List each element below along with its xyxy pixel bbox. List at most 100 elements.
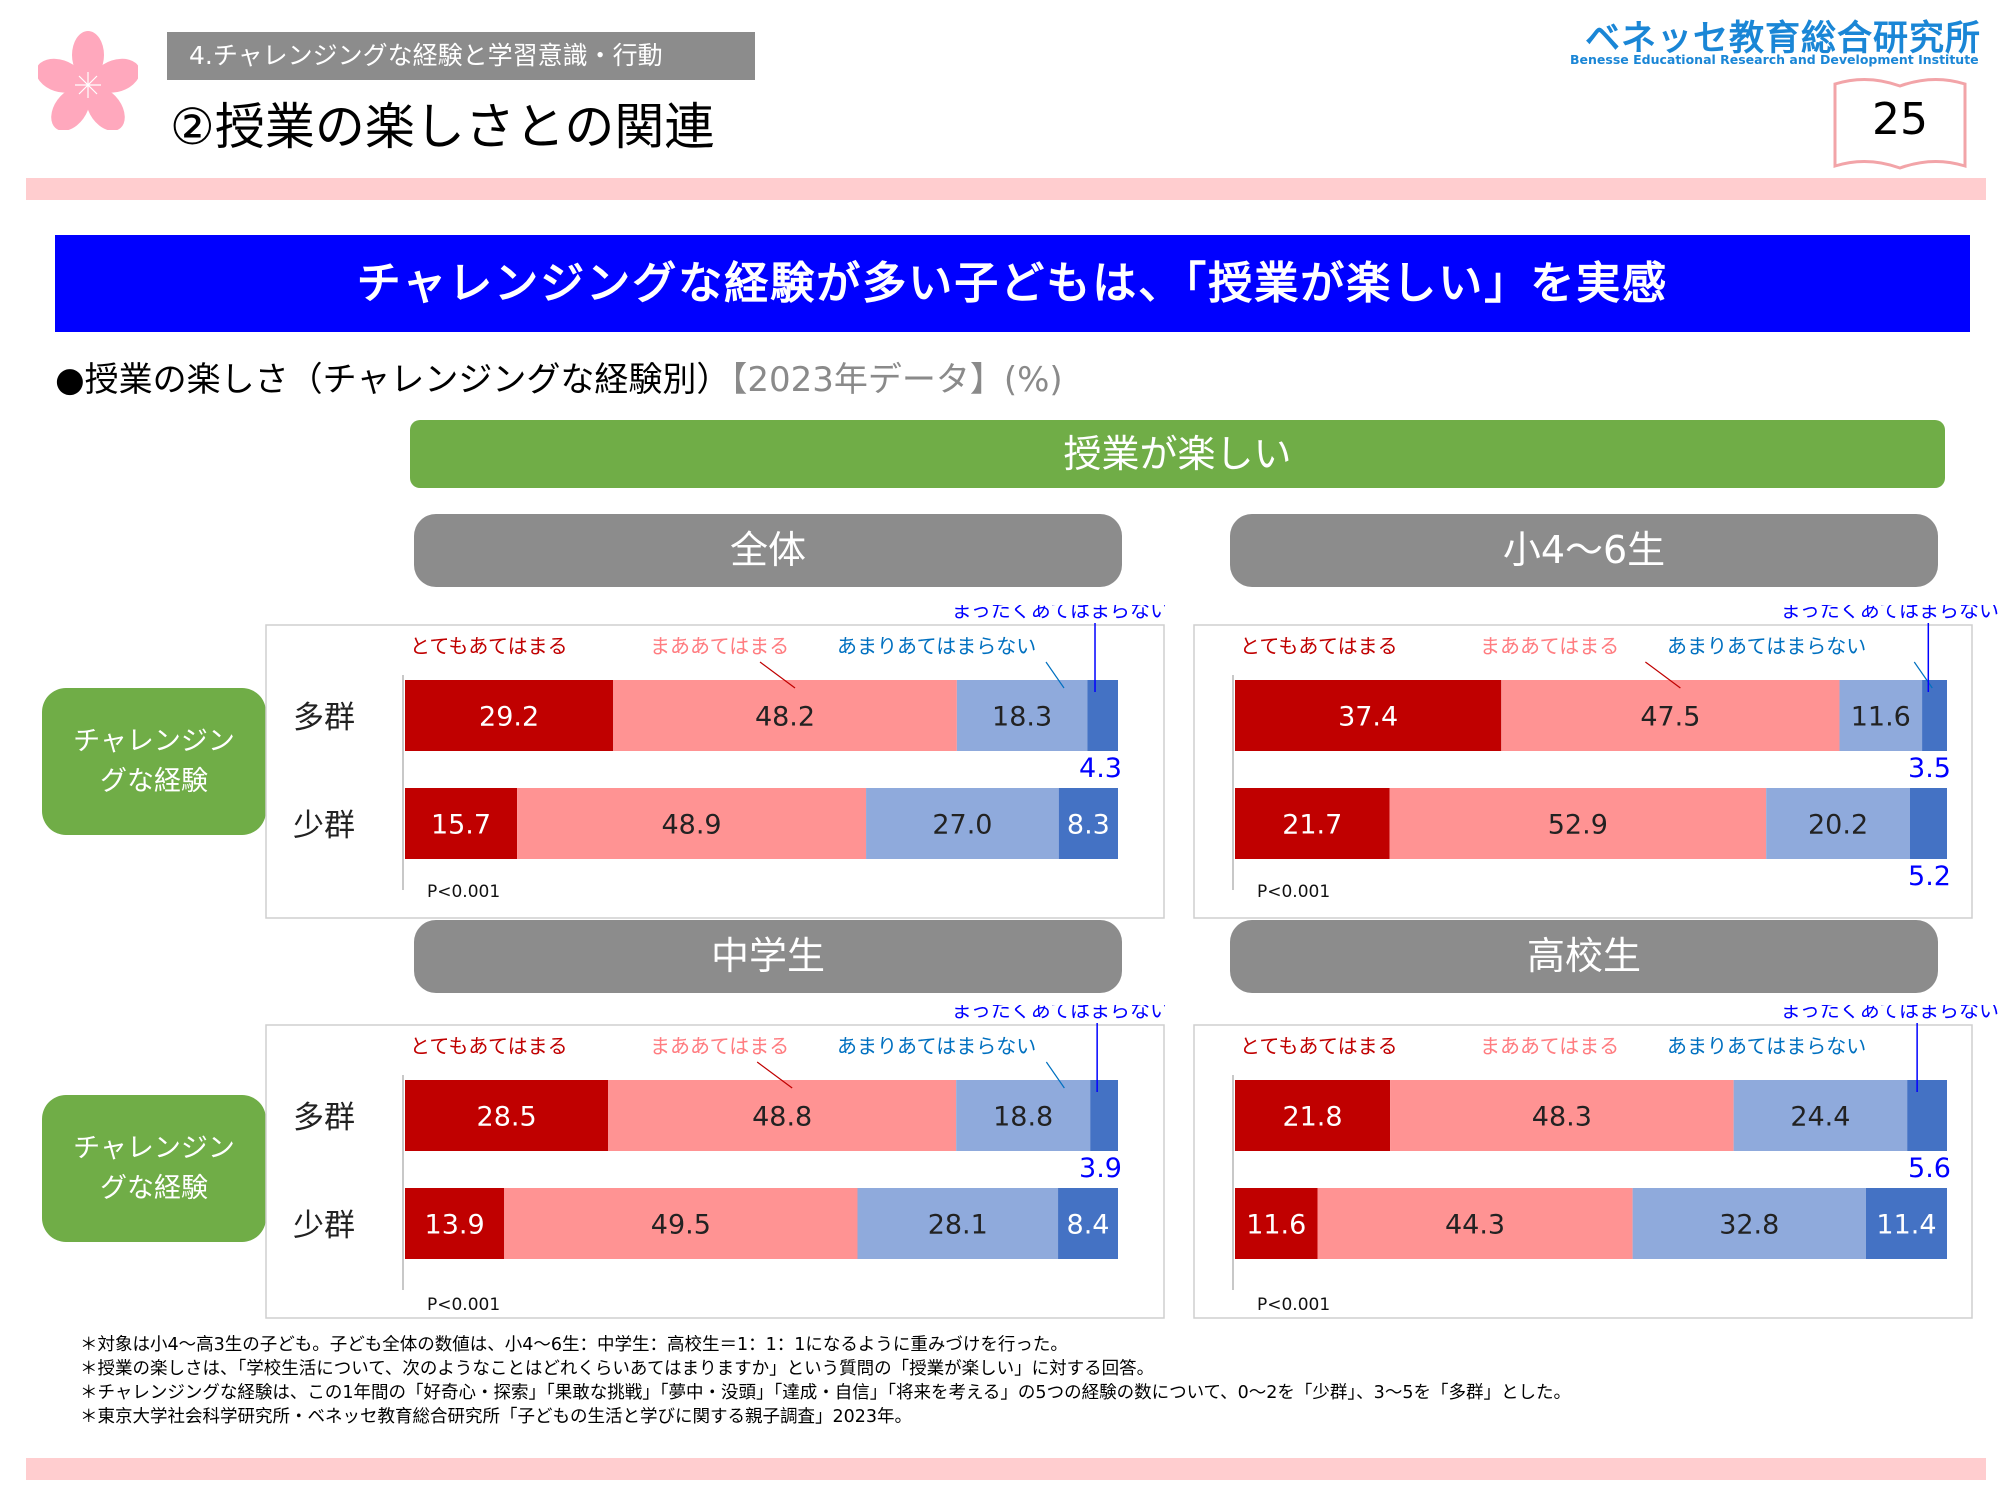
p-value: P<0.001: [1257, 882, 1330, 902]
chart-frame: [1193, 1024, 1973, 1319]
chart-frame: [265, 624, 1165, 919]
footnote: ＊チャレンジングな経験は、この1年間の「好奇心・探索」「果敢な挑戦」「夢中・没頭…: [80, 1383, 1571, 1403]
value-label: 37.4: [1338, 702, 1398, 733]
value-label: 5.2: [1908, 861, 1951, 892]
value-label: 3.5: [1908, 753, 1951, 784]
legend-label: あまりあてはまらない: [837, 1034, 1036, 1058]
value-label: 27.0: [932, 810, 992, 841]
value-label: 18.8: [993, 1102, 1053, 1133]
value-label: 11.4: [1876, 1210, 1936, 1241]
segment-not-at-all: [1058, 1188, 1118, 1259]
value-label: 18.3: [992, 702, 1052, 733]
panel-heading-elementary: 小4〜6生: [1230, 514, 1938, 587]
footnote: ＊東京大学社会科学研究所・ベネッセ教育総合研究所「子どもの生活と学びに関する親子…: [80, 1407, 913, 1427]
row-group-label: チャレンジングな経験: [42, 688, 266, 835]
legend-label: あまりあてはまらない: [1667, 1034, 1866, 1058]
value-label: 48.9: [661, 810, 721, 841]
leader-line: [756, 1061, 793, 1089]
p-value: P<0.001: [427, 882, 500, 902]
page-number: 25: [1872, 94, 1928, 145]
open-book-icon: [1833, 77, 1967, 170]
value-label: 48.3: [1532, 1102, 1592, 1133]
segment-very: [1235, 788, 1390, 859]
chart-frame: [1193, 624, 1973, 919]
logo-japanese: ベネッセ教育総合研究所: [1585, 19, 1982, 59]
value-label: 11.6: [1851, 702, 1911, 733]
segment-somewhat: [504, 1188, 858, 1259]
segment-not-at-all: [1090, 1080, 1118, 1151]
segment-somewhat: [1390, 1080, 1734, 1151]
value-label: 21.7: [1282, 810, 1342, 841]
segment-very: [405, 788, 518, 859]
segment-somewhat: [517, 788, 867, 859]
panel-heading-high-school: 高校生: [1230, 920, 1938, 993]
row-label: 多群: [293, 1100, 355, 1136]
legend-label: まああてはまる: [1480, 634, 1619, 658]
p-value: P<0.001: [427, 1295, 500, 1315]
chart-elementary: とてもあてはまる まああてはまる あまりあてはまらない まったくあてはまらない 37.4…: [1193, 605, 1999, 919]
segment-very: [405, 1080, 609, 1151]
legend-label: とてもあてはまる: [410, 1034, 568, 1058]
segment-not-at-all: [1907, 1080, 1947, 1151]
value-label: 48.2: [755, 702, 815, 733]
legend-label: まったくあてはまらない: [952, 605, 1165, 622]
legend-label: あまりあてはまらない: [1667, 634, 1866, 658]
leader-line: [1913, 661, 1933, 689]
chart-subtitle: ●授業の楽しさ（チャレンジングな経験別）【2023年データ】(%): [55, 355, 1063, 405]
value-label: 8.3: [1067, 810, 1110, 841]
legend-label: とてもあてはまる: [410, 634, 568, 658]
segment-somewhat: [1501, 680, 1840, 751]
panel-heading-junior-high: 中学生: [414, 920, 1122, 993]
sakura-flower-icon: [38, 31, 138, 130]
logo-english: Benesse Educational Research and Develop…: [1570, 52, 1979, 67]
segment-somewhat: [608, 1080, 957, 1151]
value-label: 47.5: [1640, 702, 1700, 733]
value-label: 21.8: [1282, 1102, 1342, 1133]
legend-label: まったくあてはまらない: [952, 1005, 1165, 1022]
segment-not-much: [1733, 1080, 1908, 1151]
legend-label: とてもあてはまる: [1240, 634, 1398, 658]
value-label: 11.6: [1246, 1210, 1306, 1241]
footnotes: ＊対象は小4〜高3生の子ども。子ども全体の数値は、小4〜6生：中学生：高校生＝1…: [80, 1333, 1571, 1429]
segment-somewhat: [1389, 788, 1767, 859]
legend-label: あまりあてはまらない: [837, 634, 1036, 658]
legend-label: とてもあてはまる: [1240, 1034, 1398, 1058]
legend-label: まああてはまる: [650, 1034, 789, 1058]
chart-high-school: とてもあてはまる まああてはまる あまりあてはまらない まったくあてはまらない 21.8…: [1193, 1005, 1999, 1319]
legend-label: まったくあてはまらない: [1781, 1005, 1999, 1022]
segment-not-much: [956, 680, 1088, 751]
segment-very: [405, 1188, 505, 1259]
value-label: 13.9: [425, 1210, 485, 1241]
metric-header: 授業が楽しい: [410, 420, 1945, 488]
value-label: 28.1: [928, 1210, 988, 1241]
segment-very: [1235, 680, 1502, 751]
value-label: 20.2: [1808, 810, 1868, 841]
subtitle-main: ●授業の楽しさ（チャレンジングな経験別）: [55, 360, 731, 400]
footnote: ＊対象は小4〜高3生の子ども。子ども全体の数値は、小4〜6生：中学生：高校生＝1…: [80, 1335, 1068, 1355]
segment-somewhat: [1317, 1188, 1633, 1259]
panel-heading-all: 全体: [414, 514, 1122, 587]
headline-banner: チャレンジングな経験が多い子どもは、「授業が楽しい」を実感: [55, 235, 1970, 332]
subtitle-note: 【2023年データ】(%): [730, 360, 1063, 400]
segment-not-at-all: [1865, 1188, 1947, 1259]
row-label: 多群: [293, 700, 355, 736]
value-label: 49.5: [651, 1210, 711, 1241]
segment-not-much: [1632, 1188, 1866, 1259]
p-value: P<0.001: [1257, 1295, 1330, 1315]
row-label: 少群: [293, 1208, 355, 1244]
segment-not-much: [1839, 680, 1923, 751]
legend-label: まったくあてはまらない: [1781, 605, 1999, 622]
value-label: 29.2: [479, 702, 539, 733]
section-label: 4.チャレンジングな経験と学習意識・行動: [167, 32, 755, 80]
footnote: ＊授業の楽しさは、「学校生活について、次のようなことはどれくらいあてはまりますか…: [80, 1359, 1155, 1379]
row-label: 少群: [293, 808, 355, 844]
value-label: 5.6: [1908, 1153, 1951, 1184]
value-label: 28.5: [477, 1102, 537, 1133]
row-group-label: チャレンジングな経験: [42, 1095, 266, 1242]
segment-not-much: [866, 788, 1059, 859]
leader-line: [1045, 661, 1065, 689]
leader-line: [1645, 661, 1681, 689]
segment-not-much: [1766, 788, 1910, 859]
